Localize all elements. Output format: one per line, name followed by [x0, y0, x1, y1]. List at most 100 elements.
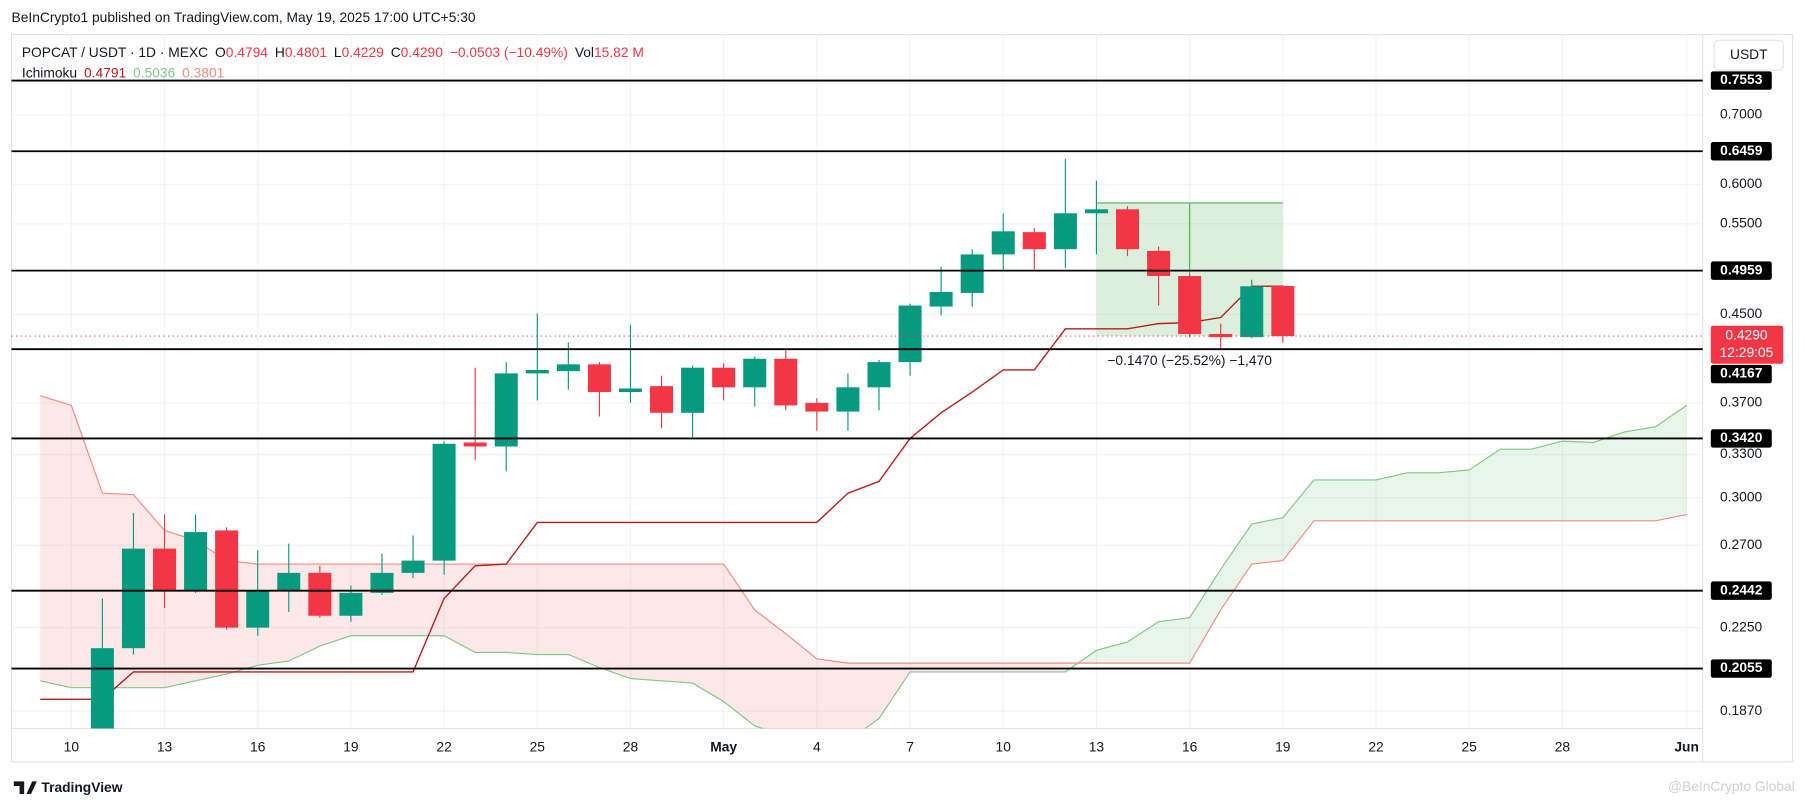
indicator-legend: Ichimoku 0.4791 0.5036 0.3801 — [22, 65, 225, 80]
candle-body — [1022, 232, 1046, 250]
y-tick-label: 0.7000 — [1720, 107, 1763, 122]
candle-body — [836, 387, 860, 412]
currency-label[interactable]: USDT — [1730, 47, 1768, 62]
y-tick-label: 0.2700 — [1720, 537, 1763, 552]
level-label-box — [1710, 71, 1772, 90]
x-tick-label: 28 — [623, 740, 639, 755]
cloud-segment — [723, 564, 755, 726]
cloud-segment — [1158, 617, 1190, 664]
cloud-segment — [1531, 441, 1563, 521]
ohlc-label: O — [215, 45, 226, 60]
countdown-label: 12:29:05 — [1720, 345, 1774, 360]
y-tick-label: 0.2250 — [1720, 619, 1763, 634]
candle-body — [587, 364, 611, 393]
candle-body — [1147, 250, 1171, 277]
candle-body — [432, 443, 456, 561]
cloud-segment — [1220, 524, 1252, 610]
level-label: 0.4959 — [1720, 262, 1763, 277]
level-label-box — [1710, 261, 1772, 280]
candle-body — [1209, 333, 1233, 338]
y-tick-label: 0.4500 — [1720, 306, 1763, 321]
cloud-segment — [630, 564, 662, 681]
candle-body — [805, 402, 829, 412]
candle-body — [960, 254, 984, 293]
level-label-box — [1710, 364, 1772, 384]
cloud-segment — [1376, 472, 1408, 521]
ohlc-value: 0.4290 — [401, 45, 444, 60]
cloud-segment — [568, 564, 600, 668]
cloud-segment — [785, 633, 817, 729]
candle-body — [339, 592, 363, 616]
level-label-box — [1710, 142, 1772, 161]
cloud-segment — [1655, 405, 1687, 521]
candle-body — [898, 305, 922, 363]
ohlc-label: C — [391, 45, 401, 60]
price-label: 0.4290 — [1725, 328, 1768, 343]
level-label-box — [1710, 659, 1772, 678]
cloud-segment — [878, 663, 911, 719]
y-tick-label: 0.5500 — [1720, 215, 1763, 230]
x-tick-label: 25 — [530, 740, 546, 755]
cloud-segment — [661, 564, 693, 684]
cloud-segment — [1034, 663, 1066, 672]
candle-body — [153, 548, 177, 592]
x-tick-label: 19 — [343, 740, 359, 755]
ohlc-label: L — [334, 45, 342, 60]
level-label-box — [1710, 429, 1772, 448]
cloud-segment — [1344, 479, 1377, 521]
candle-body — [1240, 286, 1264, 338]
level-label: 0.3420 — [1720, 430, 1763, 445]
x-tick-label: 10 — [64, 740, 80, 755]
x-tick-label: 16 — [1182, 740, 1198, 755]
candle-body — [277, 572, 301, 592]
x-tick-label: Jun — [1674, 740, 1699, 755]
y-tick-label: 0.3300 — [1720, 446, 1763, 461]
candle-body — [929, 291, 953, 307]
base-line — [40, 285, 1283, 700]
x-tick-label: 22 — [436, 740, 451, 755]
symbol-title: POPCAT / USDT · 1D · MEXC — [22, 45, 208, 60]
currency-button[interactable] — [1713, 39, 1784, 71]
candle-body — [246, 591, 270, 628]
cloud-segment — [506, 564, 538, 655]
cloud-segment — [1593, 431, 1625, 521]
x-tick-label: 13 — [157, 740, 173, 755]
plot: 10 13 16 19 22 25 28 May 4 7 10 13 16 19 22 25 28 Jun 0.70… — [11, 34, 1784, 755]
candle-body — [743, 358, 767, 388]
candle-body — [712, 367, 736, 388]
cloud-segment — [1407, 472, 1439, 521]
cloud-segment — [475, 564, 507, 653]
y-tick-label: 0.6000 — [1720, 176, 1763, 191]
cloud-segment — [1127, 621, 1159, 664]
candle-body — [525, 369, 549, 374]
candle-body — [1271, 285, 1295, 337]
cloud-segment — [71, 405, 103, 688]
cloud-segment — [816, 658, 848, 729]
level-label-box — [1710, 581, 1772, 600]
cloud-segment — [537, 564, 569, 655]
y-tick-label: 0.3000 — [1720, 489, 1763, 504]
x-tick-label: 13 — [1089, 740, 1105, 755]
candle-body — [215, 530, 239, 628]
leading-span-b — [40, 395, 1687, 664]
cloud-segment — [1438, 469, 1470, 521]
candle-body — [463, 442, 487, 447]
cloud-segment — [413, 564, 445, 636]
level-label: 0.2055 — [1720, 660, 1763, 675]
candle-body — [401, 560, 425, 573]
x-tick-label: May — [710, 740, 737, 755]
ohlc-value: 0.4794 — [226, 45, 269, 60]
candle-body — [90, 648, 114, 729]
cloud-segment — [40, 395, 72, 688]
chart-frame — [10, 33, 1794, 763]
cloud-segment — [1313, 479, 1345, 521]
logo-icon — [13, 781, 37, 795]
tradingview-logo: TradingView — [13, 780, 123, 795]
leading-span-a — [40, 404, 1687, 729]
candle-body — [121, 548, 145, 649]
cloud-segment — [972, 663, 1004, 672]
